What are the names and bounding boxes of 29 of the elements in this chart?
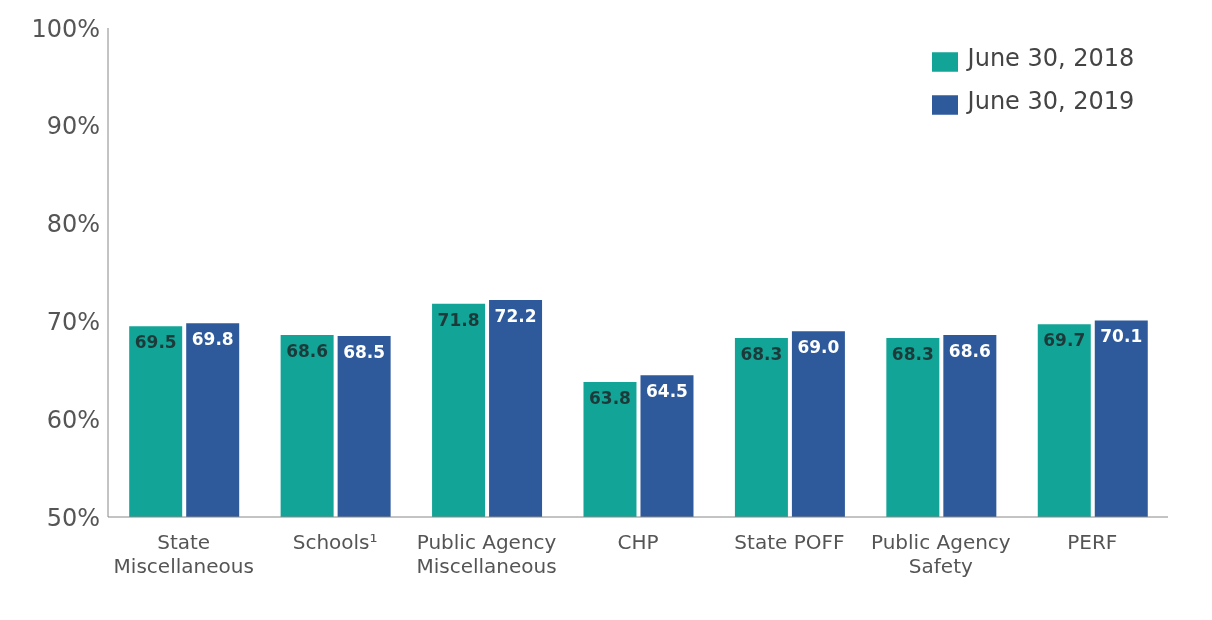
data-label: 69.7 bbox=[1043, 330, 1086, 351]
y-tick-label: 100% bbox=[31, 14, 100, 43]
data-label: 68.6 bbox=[948, 341, 991, 362]
data-label: 70.1 bbox=[1100, 326, 1143, 347]
legend-label: June 30, 2019 bbox=[967, 87, 1135, 115]
data-label: 69.5 bbox=[134, 332, 177, 353]
y-tick-label: 90% bbox=[46, 112, 100, 141]
y-tick-label: 50% bbox=[46, 503, 100, 532]
data-label: 69.0 bbox=[797, 337, 840, 358]
x-tick-label: PERF bbox=[1067, 530, 1118, 554]
legend-label: June 30, 2018 bbox=[967, 44, 1135, 72]
data-label: 68.5 bbox=[343, 342, 386, 363]
data-label: 71.8 bbox=[437, 309, 480, 330]
x-tick-label: State POFF bbox=[734, 530, 845, 554]
x-tick-label: State Miscellaneous bbox=[113, 530, 254, 578]
data-label: 68.3 bbox=[891, 344, 934, 365]
data-label: 69.8 bbox=[191, 329, 234, 350]
y-tick-label: 60% bbox=[46, 405, 100, 434]
data-label: 68.3 bbox=[740, 344, 783, 365]
x-tick-label: CHP bbox=[617, 530, 659, 554]
data-label: 72.2 bbox=[494, 305, 537, 326]
x-tick-label: Public Agency Miscellaneous bbox=[416, 530, 557, 578]
data-label: 68.6 bbox=[286, 341, 329, 362]
x-tick-label: Schools¹ bbox=[292, 530, 378, 554]
data-label: 64.5 bbox=[646, 381, 688, 402]
y-tick-label: 80% bbox=[46, 210, 100, 239]
y-tick-label: 70% bbox=[46, 307, 100, 336]
x-tick-label: Public Agency Safety bbox=[870, 530, 1011, 578]
data-label: 63.8 bbox=[589, 388, 631, 409]
